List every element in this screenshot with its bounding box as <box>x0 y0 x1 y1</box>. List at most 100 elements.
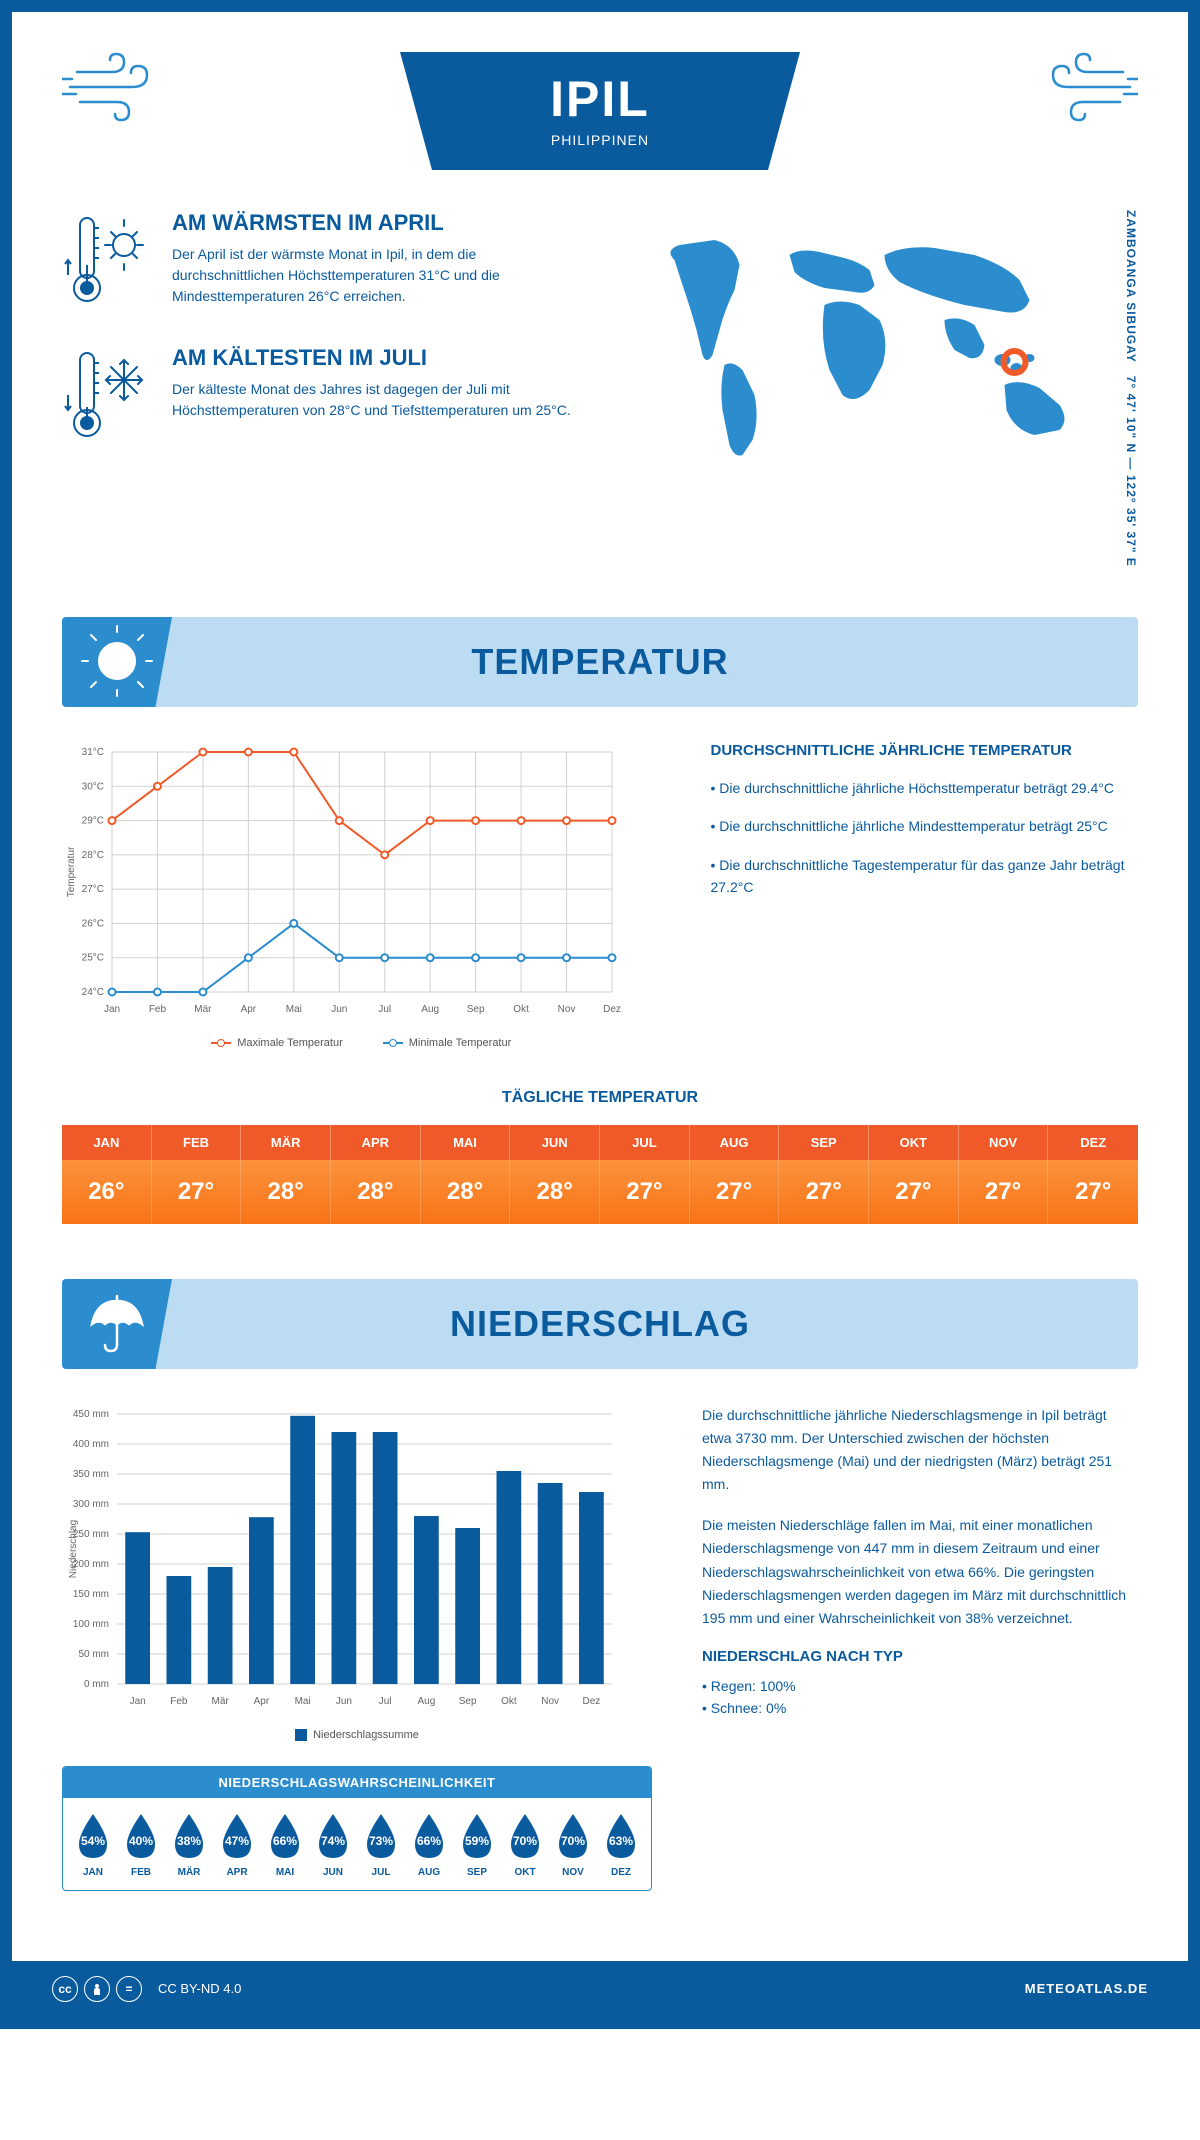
precip-paragraph: Die meisten Niederschläge fallen im Mai,… <box>702 1514 1138 1629</box>
coldest-fact: AM KÄLTESTEN IM JULI Der kälteste Monat … <box>62 345 580 450</box>
footer: cc = CC BY-ND 4.0 METEOATLAS.DE <box>12 1961 1188 2017</box>
daily-col: JUN28° <box>510 1125 600 1224</box>
daily-col: FEB27° <box>152 1125 242 1224</box>
probability-drop: 66% MAI <box>263 1810 307 1878</box>
thermometer-cold-icon <box>62 345 152 450</box>
svg-text:Aug: Aug <box>417 1696 435 1707</box>
warmest-fact: AM WÄRMSTEN IM APRIL Der April ist der w… <box>62 210 580 315</box>
precip-type-rain: • Regen: 100% <box>702 1675 1138 1697</box>
location-title: IPIL <box>480 70 720 128</box>
precip-row: 0 mm50 mm100 mm150 mm200 mm250 mm300 mm3… <box>62 1404 1138 1891</box>
climate-facts-row: AM WÄRMSTEN IM APRIL Der April ist der w… <box>62 210 1138 567</box>
temp-bullet: • Die durchschnittliche jährliche Mindes… <box>711 815 1139 837</box>
temperature-chart: 24°C25°C26°C27°C28°C29°C30°C31°CJanFebMä… <box>62 742 661 1049</box>
svg-text:Jul: Jul <box>379 1696 392 1707</box>
probability-drop: 70% NOV <box>551 1810 595 1878</box>
content: IPIL PHILIPPINEN AM WÄRMSTEN IM APRIL De… <box>12 12 1188 1961</box>
svg-text:31°C: 31°C <box>82 747 104 758</box>
svg-text:150 mm: 150 mm <box>73 1589 109 1600</box>
probability-body: 54% JAN 40% FEB 38% MÄR 47% APR 66% MAI … <box>63 1798 651 1890</box>
location-subtitle: PHILIPPINEN <box>480 132 720 148</box>
probability-drop: 74% JUN <box>311 1810 355 1878</box>
temp-info-heading: DURCHSCHNITTLICHE JÄHRLICHE TEMPERATUR <box>711 742 1139 759</box>
svg-text:66%: 66% <box>273 1834 297 1848</box>
svg-text:Apr: Apr <box>254 1696 270 1707</box>
svg-text:Apr: Apr <box>241 1004 257 1015</box>
probability-drop: 54% JAN <box>71 1810 115 1878</box>
svg-text:Sep: Sep <box>467 1004 485 1015</box>
coldest-title: AM KÄLTESTEN IM JULI <box>172 345 580 371</box>
svg-text:Temperatur: Temperatur <box>66 846 77 897</box>
probability-drop: 40% FEB <box>119 1810 163 1878</box>
section-temperature-header: TEMPERATUR <box>62 617 1138 707</box>
svg-text:Niederschlag: Niederschlag <box>68 1520 79 1578</box>
fact-body: AM KÄLTESTEN IM JULI Der kälteste Monat … <box>172 345 580 450</box>
svg-text:73%: 73% <box>369 1834 393 1848</box>
svg-text:Sep: Sep <box>459 1696 477 1707</box>
svg-text:66%: 66% <box>417 1834 441 1848</box>
legend-min: Minimale Temperatur <box>383 1037 512 1049</box>
climate-facts: AM WÄRMSTEN IM APRIL Der April ist der w… <box>62 210 580 567</box>
svg-text:Nov: Nov <box>558 1004 576 1015</box>
svg-text:Okt: Okt <box>501 1696 517 1707</box>
svg-text:59%: 59% <box>465 1834 489 1848</box>
cc-icon: cc <box>52 1976 78 2002</box>
precip-paragraph: Die durchschnittliche jährliche Niedersc… <box>702 1404 1138 1496</box>
svg-text:26°C: 26°C <box>82 918 104 929</box>
svg-text:Jun: Jun <box>336 1696 352 1707</box>
probability-drop: 59% SEP <box>455 1810 499 1878</box>
svg-text:38%: 38% <box>177 1834 201 1848</box>
svg-text:Jul: Jul <box>378 1004 391 1015</box>
warmest-title: AM WÄRMSTEN IM APRIL <box>172 210 580 236</box>
sun-icon <box>62 617 172 707</box>
svg-text:Dez: Dez <box>603 1004 621 1015</box>
title-banner: IPIL PHILIPPINEN <box>400 52 800 170</box>
svg-text:70%: 70% <box>513 1834 537 1848</box>
daily-col: SEP27° <box>779 1125 869 1224</box>
temperature-info: DURCHSCHNITTLICHE JÄHRLICHE TEMPERATUR •… <box>711 742 1139 1049</box>
probability-drop: 70% OKT <box>503 1810 547 1878</box>
svg-text:350 mm: 350 mm <box>73 1469 109 1480</box>
precip-type-heading: NIEDERSCHLAG NACH TYP <box>702 1648 1138 1665</box>
temp-bullet: • Die durchschnittliche jährliche Höchst… <box>711 777 1139 799</box>
daily-col: AUG27° <box>690 1125 780 1224</box>
svg-text:25°C: 25°C <box>82 953 104 964</box>
svg-text:50 mm: 50 mm <box>78 1649 109 1660</box>
daily-col: DEZ27° <box>1048 1125 1138 1224</box>
svg-text:30°C: 30°C <box>82 781 104 792</box>
svg-text:Feb: Feb <box>170 1696 188 1707</box>
daily-temp-title: TÄGLICHE TEMPERATUR <box>62 1089 1138 1107</box>
section-precip-header: NIEDERSCHLAG <box>62 1279 1138 1369</box>
svg-text:0 mm: 0 mm <box>84 1679 109 1690</box>
thermometer-hot-icon <box>62 210 152 315</box>
daily-col: JAN26° <box>62 1125 152 1224</box>
daily-col: APR28° <box>331 1125 421 1224</box>
svg-text:Okt: Okt <box>513 1004 529 1015</box>
svg-text:Jan: Jan <box>130 1696 146 1707</box>
svg-text:24°C: 24°C <box>82 987 104 998</box>
svg-text:63%: 63% <box>609 1834 633 1848</box>
svg-text:Mär: Mär <box>212 1696 230 1707</box>
probability-drop: 47% APR <box>215 1810 259 1878</box>
temp-bullet: • Die durchschnittliche Tagestemperatur … <box>711 854 1139 899</box>
svg-text:29°C: 29°C <box>82 816 104 827</box>
daily-col: NOV27° <box>959 1125 1049 1224</box>
svg-text:74%: 74% <box>321 1834 345 1848</box>
daily-temp-table: JAN26°FEB27°MÄR28°APR28°MAI28°JUN28°JUL2… <box>62 1125 1138 1224</box>
section-title: TEMPERATUR <box>62 641 1138 683</box>
fact-body: AM WÄRMSTEN IM APRIL Der April ist der w… <box>172 210 580 315</box>
coordinates: ZAMBOANGA SIBUGAY 7° 47' 10" N — 122° 35… <box>1124 210 1138 567</box>
warmest-text: Der April ist der wärmste Monat in Ipil,… <box>172 244 580 307</box>
svg-text:27°C: 27°C <box>82 884 104 895</box>
svg-text:Aug: Aug <box>421 1004 439 1015</box>
by-icon <box>84 1976 110 2002</box>
svg-text:40%: 40% <box>129 1834 153 1848</box>
coldest-text: Der kälteste Monat des Jahres ist dagege… <box>172 379 580 421</box>
license-icons: cc = CC BY-ND 4.0 <box>52 1976 241 2002</box>
nd-icon: = <box>116 1976 142 2002</box>
svg-text:Mai: Mai <box>295 1696 311 1707</box>
svg-text:Mai: Mai <box>286 1004 302 1015</box>
probability-drop: 66% AUG <box>407 1810 451 1878</box>
map-panel: ZAMBOANGA SIBUGAY 7° 47' 10" N — 122° 35… <box>620 210 1138 567</box>
svg-text:47%: 47% <box>225 1834 249 1848</box>
